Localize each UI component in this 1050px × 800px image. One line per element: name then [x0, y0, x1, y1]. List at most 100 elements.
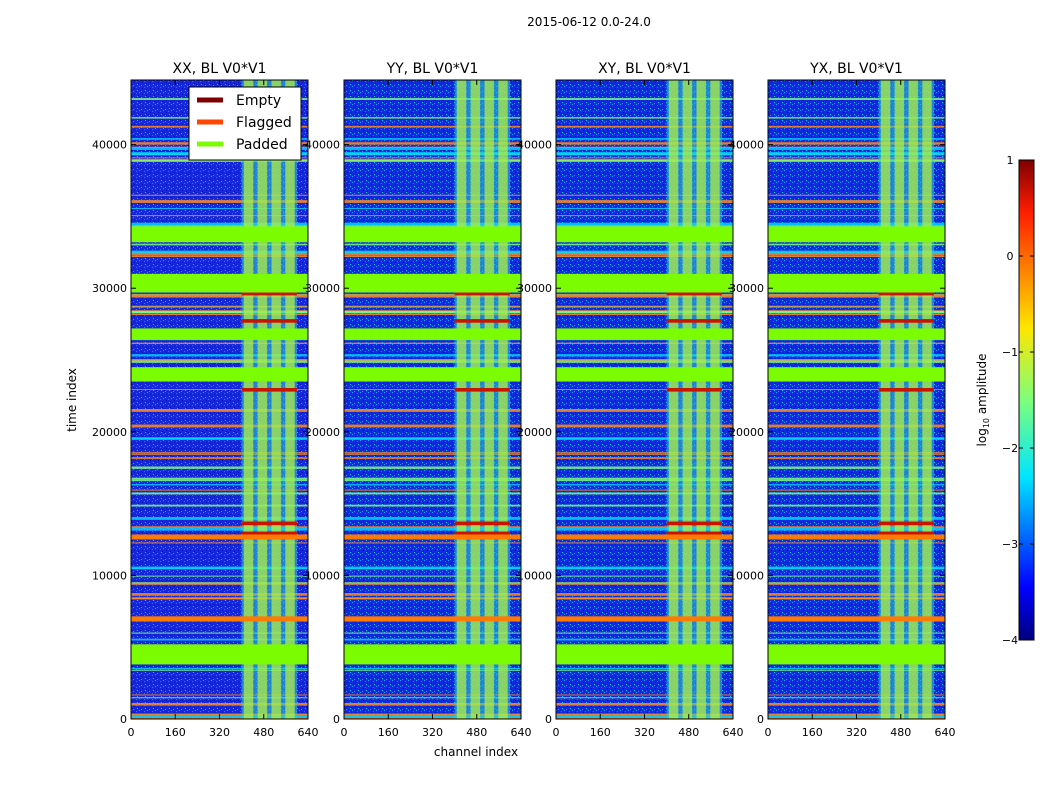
flag-stripe [556, 575, 733, 577]
channel-sub-band [285, 80, 295, 719]
flag-stripe [768, 159, 945, 162]
y-tick-label: 20000 [305, 426, 340, 439]
flagged-row [768, 534, 945, 540]
flag-stripe [344, 142, 521, 145]
flag-stripe [556, 638, 733, 641]
flag-stripe [768, 314, 945, 316]
colorbar-label-suffix: amplitude [975, 354, 989, 418]
flag-stripe [344, 125, 521, 128]
flag-stripe [131, 294, 308, 297]
x-tick-label: 640 [511, 726, 532, 739]
flag-stripe [344, 215, 521, 217]
y-tick-label: 40000 [305, 139, 340, 152]
padded-band [556, 226, 733, 243]
flag-stripe [131, 354, 308, 357]
flag-stripe [344, 254, 521, 256]
flag-stripe [344, 516, 521, 520]
high-amplitude-row [241, 521, 297, 526]
flag-stripe [344, 98, 521, 100]
flag-stripe [768, 527, 945, 531]
flag-stripe [556, 295, 733, 298]
high-amplitude-row [666, 319, 722, 323]
flag-stripe [768, 157, 945, 159]
padded-band [344, 226, 521, 243]
figure-title: 2015-06-12 0.0-24.0 [527, 15, 651, 29]
flag-stripe [131, 702, 308, 706]
flag-stripe [131, 342, 308, 344]
flag-stripe [344, 194, 521, 196]
channel-sub-band [908, 80, 918, 719]
flagged-row [131, 616, 308, 622]
flag-stripe [768, 250, 945, 254]
flag-stripe [556, 147, 733, 150]
flag-stripe [131, 310, 308, 314]
flag-stripe [344, 477, 521, 480]
high-amplitude-row [241, 531, 297, 536]
flag-stripe [556, 452, 733, 454]
x-axis-label: channel index [434, 745, 518, 759]
flag-stripe [344, 360, 521, 363]
flag-stripe [131, 527, 308, 531]
flag-stripe [768, 138, 945, 140]
flag-stripe [768, 457, 945, 459]
heatmap-panel-1: XX, BL V0*V1 0 160 320 480 640 0 10000 20000 3000… [92, 61, 319, 739]
flag-stripe [556, 138, 733, 140]
flag-stripe [344, 479, 521, 482]
flag-stripe [131, 575, 308, 577]
legend-label: Flagged [236, 115, 292, 131]
flag-stripe [556, 582, 733, 585]
flag-stripe [344, 452, 521, 454]
flag-stripe [344, 597, 521, 600]
flag-stripe [556, 566, 733, 570]
flag-stripe [344, 667, 521, 670]
flag-stripe [344, 669, 521, 671]
y-tick-label: 10000 [517, 569, 552, 582]
flag-stripe [131, 254, 308, 256]
flag-stripe [344, 250, 521, 254]
channel-sub-band [668, 80, 679, 719]
channel-sub-band [682, 80, 693, 719]
flagged-row [556, 534, 733, 540]
colorbar: log10 amplitude 10−1−2−3−4 [975, 154, 1035, 647]
flag-stripe [344, 424, 521, 428]
flag-stripe [131, 466, 308, 469]
x-tick-label: 160 [378, 726, 399, 739]
channel-sub-band [456, 80, 467, 719]
flag-stripe [768, 504, 945, 507]
flag-stripe [556, 489, 733, 491]
flag-stripe [131, 492, 308, 495]
high-amplitude-row [666, 388, 722, 392]
flag-stripe [131, 437, 308, 440]
flag-stripe [768, 466, 945, 469]
y-tick-label: 0 [757, 713, 764, 726]
flag-stripe [131, 207, 308, 209]
y-tick-label: 40000 [92, 139, 127, 152]
flag-stripe [768, 342, 945, 344]
flag-stripe [344, 582, 521, 585]
flag-stripe [768, 638, 945, 641]
flag-stripe [556, 194, 733, 196]
flag-stripe [768, 453, 945, 455]
flag-stripe [344, 466, 521, 469]
y-tick-label: 40000 [517, 139, 552, 152]
x-tick-label: 480 [678, 726, 699, 739]
flag-stripe [131, 479, 308, 482]
x-tick-label: 0 [765, 726, 772, 739]
x-tick-label: 160 [590, 726, 611, 739]
flag-stripe [344, 117, 521, 119]
flag-stripe [768, 200, 945, 203]
flag-stripe [556, 207, 733, 209]
flag-stripe [556, 354, 733, 357]
flag-stripe [556, 310, 733, 314]
flag-stripe [556, 597, 733, 600]
x-tick-label: 160 [165, 726, 186, 739]
x-tick-label: 480 [466, 726, 487, 739]
high-amplitude-row [666, 291, 722, 296]
flag-stripe [556, 152, 733, 155]
flag-stripe [344, 542, 521, 544]
flag-stripe [131, 222, 308, 226]
x-tick-label: 0 [341, 726, 348, 739]
flag-stripe [344, 526, 521, 529]
flag-stripe [131, 305, 308, 307]
flag-stripe [344, 702, 521, 706]
